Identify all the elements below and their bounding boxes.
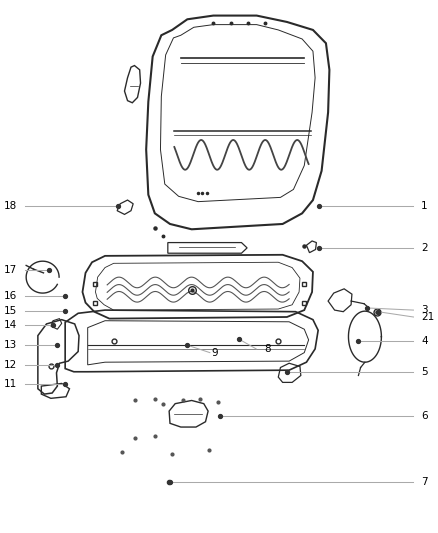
Text: 16: 16 — [4, 291, 18, 301]
Text: 17: 17 — [4, 265, 18, 274]
Text: 2: 2 — [421, 243, 428, 253]
Text: 8: 8 — [264, 344, 271, 354]
Text: 5: 5 — [421, 367, 428, 377]
Text: 11: 11 — [4, 379, 18, 389]
Text: 12: 12 — [4, 360, 18, 370]
Text: 13: 13 — [4, 340, 18, 350]
Text: 3: 3 — [421, 305, 428, 315]
Text: 7: 7 — [421, 477, 428, 487]
Text: 6: 6 — [421, 411, 428, 422]
Text: 18: 18 — [4, 201, 18, 212]
Text: 4: 4 — [421, 336, 428, 346]
Text: 15: 15 — [4, 306, 18, 316]
Text: 21: 21 — [421, 312, 434, 322]
Text: 9: 9 — [211, 348, 218, 358]
Text: 14: 14 — [4, 320, 18, 330]
Text: 1: 1 — [421, 201, 428, 212]
